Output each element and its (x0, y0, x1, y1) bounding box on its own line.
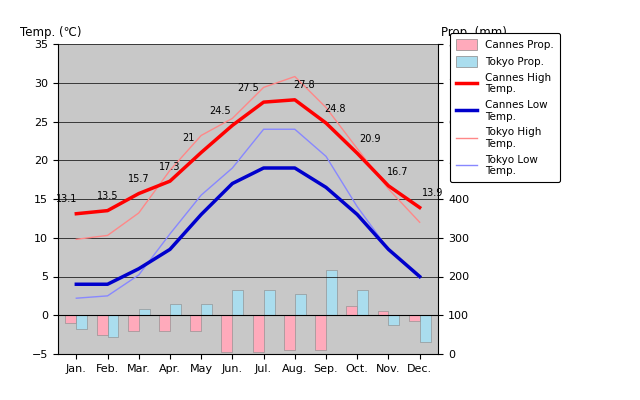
Text: 20.9: 20.9 (359, 134, 381, 144)
Bar (65, 315, 76, 323)
Text: 24.5: 24.5 (209, 106, 231, 116)
Text: Temp. (℃): Temp. (℃) (19, 26, 81, 39)
Text: 15.7: 15.7 (128, 174, 150, 184)
Bar (221, 315, 232, 352)
Bar (315, 315, 326, 350)
Text: 17.3: 17.3 (159, 162, 180, 172)
Bar (201, 304, 212, 315)
Bar (326, 270, 337, 315)
Text: 13.1: 13.1 (56, 194, 77, 204)
Bar (139, 309, 150, 315)
Bar (97, 315, 108, 335)
Bar (346, 306, 357, 315)
Bar (388, 315, 399, 324)
Bar (108, 315, 118, 337)
Bar (420, 315, 431, 342)
Bar (190, 315, 201, 331)
Bar (264, 290, 275, 315)
Text: 24.8: 24.8 (324, 104, 346, 114)
Bar (76, 315, 87, 329)
Text: 16.7: 16.7 (387, 166, 408, 176)
Bar (357, 290, 368, 315)
Bar (128, 315, 139, 331)
Legend: Cannes Prop., Tokyo Prop., Cannes High
Temp., Cannes Low
Temp., Tokyo High
Temp.: Cannes Prop., Tokyo Prop., Cannes High T… (450, 33, 561, 182)
Text: 21: 21 (182, 133, 195, 143)
Text: 27.8: 27.8 (293, 80, 315, 90)
Bar (170, 304, 181, 315)
Text: 27.5: 27.5 (237, 83, 259, 93)
Bar (284, 315, 295, 350)
Bar (159, 315, 170, 331)
Bar (378, 311, 388, 315)
Bar (232, 290, 243, 315)
Text: 13.5: 13.5 (97, 191, 118, 201)
Text: Prop. (mm): Prop. (mm) (441, 26, 507, 39)
Bar (295, 294, 306, 315)
Text: 13.9: 13.9 (422, 188, 443, 198)
Bar (253, 315, 264, 352)
Bar (409, 315, 420, 322)
